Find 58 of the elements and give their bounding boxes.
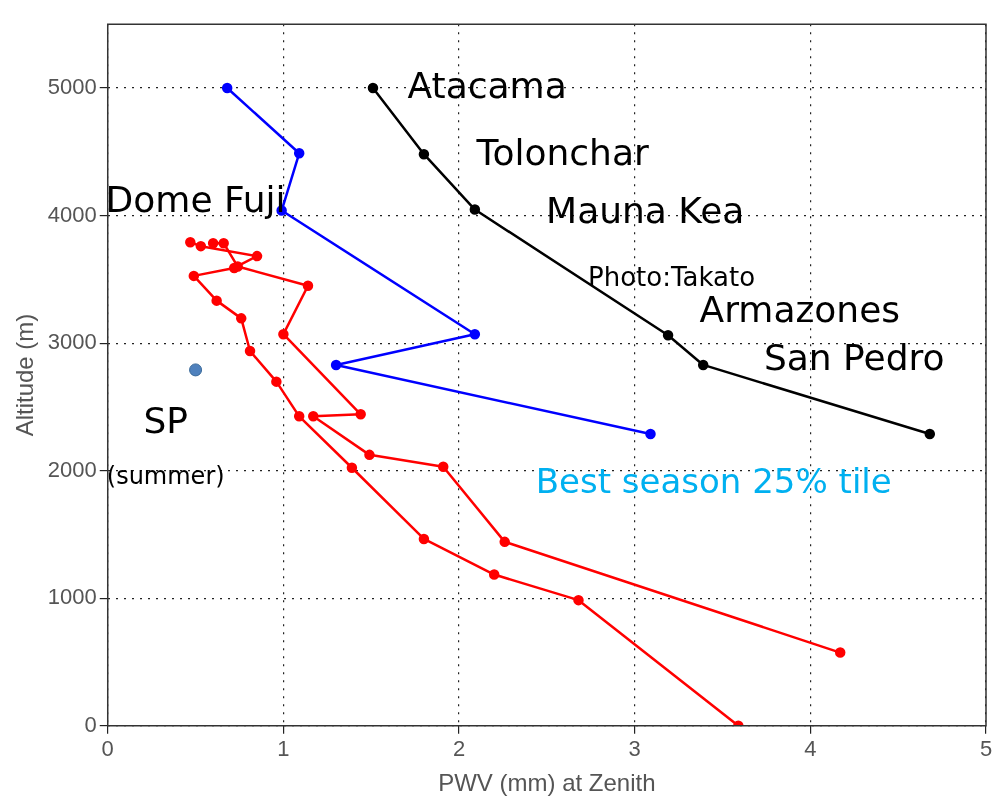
point	[346, 462, 358, 473]
point	[573, 594, 584, 606]
point	[645, 428, 656, 440]
point	[244, 345, 256, 357]
point	[221, 82, 233, 94]
point	[418, 148, 430, 160]
point	[251, 250, 263, 262]
point	[499, 536, 510, 548]
annotation: Tolonchar	[475, 132, 649, 174]
point	[418, 533, 430, 545]
point	[834, 647, 846, 658]
annotation: (summer)	[106, 461, 225, 490]
x-tick-label: 1	[277, 736, 290, 762]
x-tick-label: 3	[628, 736, 641, 762]
point	[662, 329, 674, 341]
y-tick-label: 3000	[47, 329, 97, 355]
point	[188, 270, 200, 282]
point	[924, 428, 936, 440]
point	[469, 328, 481, 340]
x-tick-label: 4	[804, 736, 817, 762]
y-tick-label: 0	[84, 711, 97, 737]
y-tick-label: 4000	[47, 201, 97, 227]
annotation: Atacama	[407, 65, 567, 107]
point	[185, 236, 196, 248]
point	[488, 569, 500, 580]
y-axis-title: Altitude (m)	[11, 313, 39, 437]
x-tick-label: 2	[452, 736, 466, 762]
annotation: Dome Fuji	[105, 178, 286, 220]
x-tick-label: 5	[979, 736, 993, 762]
point	[302, 280, 314, 291]
annotation: SP	[143, 400, 188, 442]
y-tick-label: 2000	[47, 456, 97, 482]
point	[469, 204, 481, 215]
point	[355, 409, 366, 420]
point	[195, 240, 207, 252]
x-tick-label: 0	[101, 736, 114, 762]
point	[189, 363, 203, 377]
point	[293, 411, 305, 422]
point	[293, 148, 305, 159]
point	[218, 237, 229, 249]
point	[278, 328, 289, 340]
point	[364, 449, 375, 461]
point	[330, 359, 342, 371]
point	[271, 376, 282, 387]
annotation: San Pedro	[763, 336, 945, 378]
point	[308, 411, 319, 422]
point	[367, 82, 379, 94]
point	[697, 359, 709, 371]
point	[228, 262, 240, 274]
point	[437, 461, 449, 472]
annotation: Best season 25% tile	[535, 460, 892, 501]
point	[235, 313, 247, 324]
y-tick-label: 5000	[47, 74, 97, 100]
x-axis-title: PWV (mm) at Zenith	[438, 769, 656, 797]
annotation: Mauna Kea	[546, 189, 745, 231]
y-tick-label: 1000	[47, 584, 97, 610]
point	[211, 295, 222, 306]
point	[207, 237, 219, 249]
